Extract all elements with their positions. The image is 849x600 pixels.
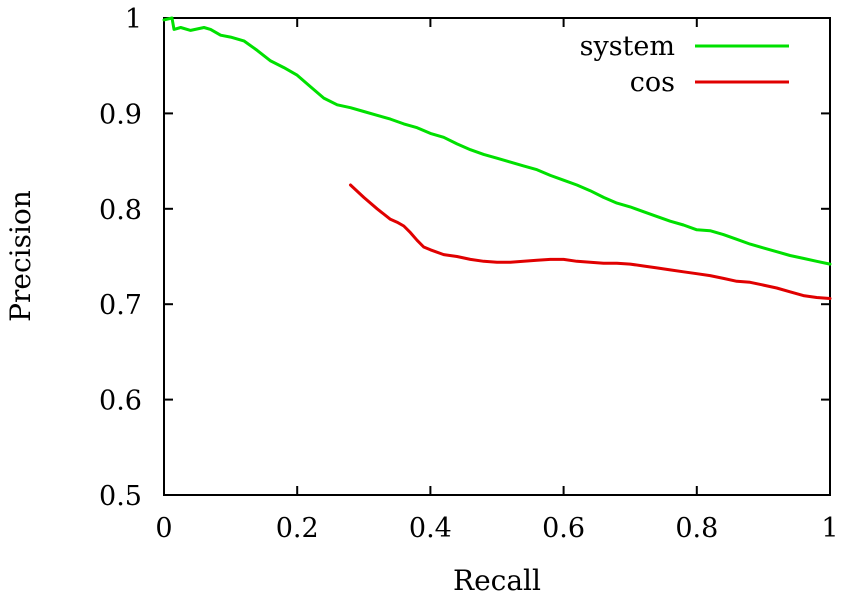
x-tick-label: 0.6 <box>542 513 585 544</box>
y-tick-label: 1 <box>125 4 142 35</box>
x-tick-label: 0.8 <box>675 513 718 544</box>
legend-label-cos: cos <box>630 67 675 98</box>
y-tick-label: 0.6 <box>99 386 142 417</box>
plot-frame <box>163 17 831 496</box>
series-line-cos <box>349 183 832 300</box>
x-axis-label: Recall <box>453 564 541 597</box>
series-lines <box>162 16 832 300</box>
y-axis-label: Precision <box>4 190 37 322</box>
legend: system cos <box>580 31 789 98</box>
x-tick-label: 0 <box>155 513 172 544</box>
y-tick-label: 0.8 <box>99 195 142 226</box>
y-tick-label: 0.7 <box>99 290 142 321</box>
y-tick-label: 0.5 <box>99 481 142 512</box>
x-tick-label: 0.4 <box>409 513 452 544</box>
x-tick-label: 0.2 <box>276 513 319 544</box>
axis-tick-labels: 0 0.2 0.4 0.6 0.8 1 0.5 0.6 0.7 0.8 0.9 1 <box>99 4 839 544</box>
y-tick-label: 0.9 <box>99 99 142 130</box>
axis-ticks <box>163 17 831 496</box>
legend-label-system: system <box>580 31 675 62</box>
series-line-system <box>162 16 832 266</box>
x-tick-label: 1 <box>821 513 838 544</box>
